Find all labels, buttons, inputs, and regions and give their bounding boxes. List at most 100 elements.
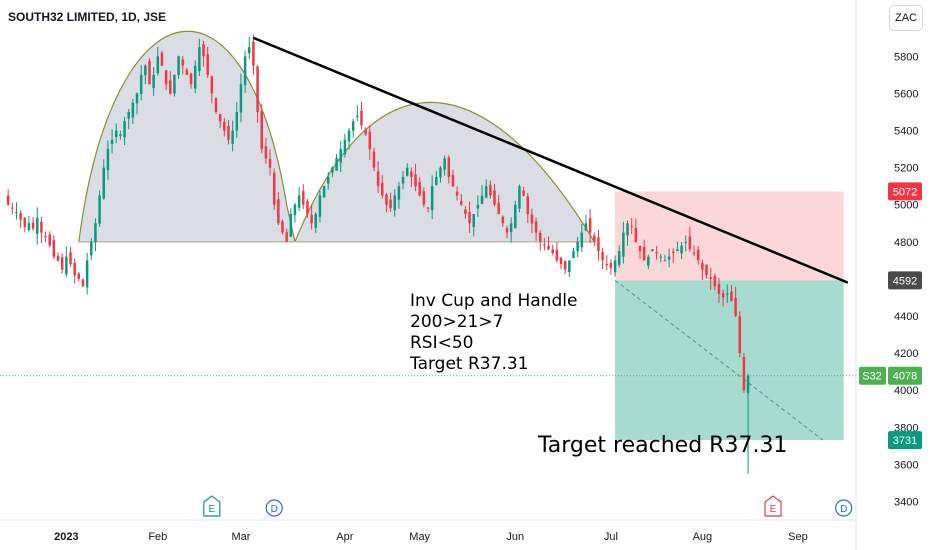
- candle-body[interactable]: [27, 223, 31, 230]
- candle-body[interactable]: [455, 191, 459, 196]
- candle-body[interactable]: [73, 262, 76, 276]
- candle-body[interactable]: [135, 93, 139, 104]
- candle-body[interactable]: [339, 149, 342, 163]
- candle-body[interactable]: [11, 207, 14, 209]
- candle-body[interactable]: [48, 234, 51, 246]
- candle-body[interactable]: [672, 251, 675, 253]
- earnings-event-icon[interactable]: E: [203, 495, 221, 517]
- candle-body[interactable]: [106, 149, 110, 171]
- candle-body[interactable]: [605, 264, 608, 266]
- candle-body[interactable]: [588, 218, 592, 233]
- candle-body[interactable]: [218, 114, 222, 122]
- candle-body[interactable]: [430, 186, 434, 211]
- candle-body[interactable]: [601, 252, 604, 261]
- candle-body[interactable]: [655, 252, 658, 254]
- candle-body[interactable]: [110, 139, 114, 144]
- candle-body[interactable]: [297, 195, 301, 208]
- candle-body[interactable]: [44, 236, 47, 238]
- candle-body[interactable]: [638, 245, 642, 252]
- candle-body[interactable]: [193, 65, 197, 89]
- candle-body[interactable]: [326, 176, 330, 184]
- candle-body[interactable]: [173, 74, 176, 94]
- candle-body[interactable]: [285, 232, 288, 242]
- candle-body[interactable]: [264, 146, 268, 159]
- candle-body[interactable]: [277, 199, 280, 224]
- candle-body[interactable]: [489, 184, 492, 196]
- candle-body[interactable]: [302, 190, 305, 205]
- candle-body[interactable]: [688, 236, 692, 250]
- candle-body[interactable]: [227, 126, 230, 140]
- candle-body[interactable]: [139, 74, 143, 94]
- candle-body[interactable]: [522, 190, 525, 196]
- candle-body[interactable]: [77, 273, 81, 279]
- candle-body[interactable]: [696, 249, 700, 261]
- candle-body[interactable]: [505, 228, 509, 233]
- candle-body[interactable]: [439, 167, 442, 178]
- candle-body[interactable]: [422, 191, 426, 205]
- candle-body[interactable]: [726, 293, 729, 295]
- candle-body[interactable]: [94, 223, 97, 242]
- candle-body[interactable]: [667, 256, 671, 260]
- candle-body[interactable]: [114, 130, 118, 138]
- candle-body[interactable]: [160, 52, 164, 66]
- candle-body[interactable]: [530, 214, 534, 224]
- dividend-event-icon[interactable]: D: [265, 499, 283, 517]
- dividend-event-icon[interactable]: D: [835, 499, 853, 517]
- candle-body[interactable]: [584, 223, 588, 231]
- candle-body[interactable]: [260, 111, 263, 150]
- candle-body[interactable]: [626, 223, 629, 236]
- candle-body[interactable]: [102, 167, 106, 199]
- candle-body[interactable]: [493, 190, 496, 205]
- candle-body[interactable]: [609, 263, 613, 268]
- candle-body[interactable]: [497, 202, 500, 214]
- candle-body[interactable]: [534, 221, 538, 233]
- candle-body[interactable]: [131, 102, 135, 118]
- candle-body[interactable]: [206, 53, 209, 75]
- candle-body[interactable]: [692, 252, 696, 254]
- candle-body[interactable]: [185, 69, 189, 75]
- candle-body[interactable]: [6, 195, 10, 205]
- candle-body[interactable]: [484, 186, 488, 198]
- candle-body[interactable]: [393, 195, 396, 211]
- candle-body[interactable]: [36, 217, 39, 234]
- candle-body[interactable]: [202, 44, 205, 57]
- candle-body[interactable]: [351, 121, 355, 131]
- candle-body[interactable]: [418, 182, 421, 196]
- candle-body[interactable]: [239, 84, 243, 113]
- candle-body[interactable]: [401, 176, 405, 184]
- candle-body[interactable]: [231, 130, 234, 145]
- candle-body[interactable]: [65, 256, 68, 275]
- candle-body[interactable]: [451, 175, 455, 187]
- candle-body[interactable]: [85, 260, 89, 288]
- candle-body[interactable]: [568, 260, 571, 273]
- candlesticks[interactable]: [6, 34, 750, 474]
- candle-body[interactable]: [405, 167, 409, 176]
- candle-body[interactable]: [526, 196, 530, 214]
- candle-body[interactable]: [501, 216, 505, 224]
- candle-body[interactable]: [347, 130, 351, 142]
- candle-body[interactable]: [435, 176, 438, 185]
- candle-body[interactable]: [651, 249, 654, 252]
- candle-body[interactable]: [56, 256, 60, 261]
- candle-body[interactable]: [127, 112, 130, 119]
- candle-body[interactable]: [343, 139, 347, 155]
- candle-body[interactable]: [364, 129, 367, 135]
- candle-body[interactable]: [310, 214, 313, 224]
- candle-body[interactable]: [210, 76, 214, 94]
- candle-body[interactable]: [19, 213, 22, 220]
- candle-body[interactable]: [385, 194, 388, 205]
- candle-body[interactable]: [538, 232, 542, 242]
- candle-body[interactable]: [509, 223, 513, 233]
- candle-body[interactable]: [156, 56, 160, 74]
- candle-body[interactable]: [630, 226, 633, 228]
- candle-body[interactable]: [572, 251, 575, 258]
- candle-body[interactable]: [642, 246, 646, 261]
- candle-body[interactable]: [306, 201, 309, 214]
- candle-body[interactable]: [676, 249, 679, 252]
- candle-body[interactable]: [476, 204, 480, 209]
- candle-body[interactable]: [397, 186, 401, 200]
- candle-body[interactable]: [335, 158, 338, 171]
- candle-body[interactable]: [613, 260, 617, 273]
- candle-body[interactable]: [738, 316, 742, 354]
